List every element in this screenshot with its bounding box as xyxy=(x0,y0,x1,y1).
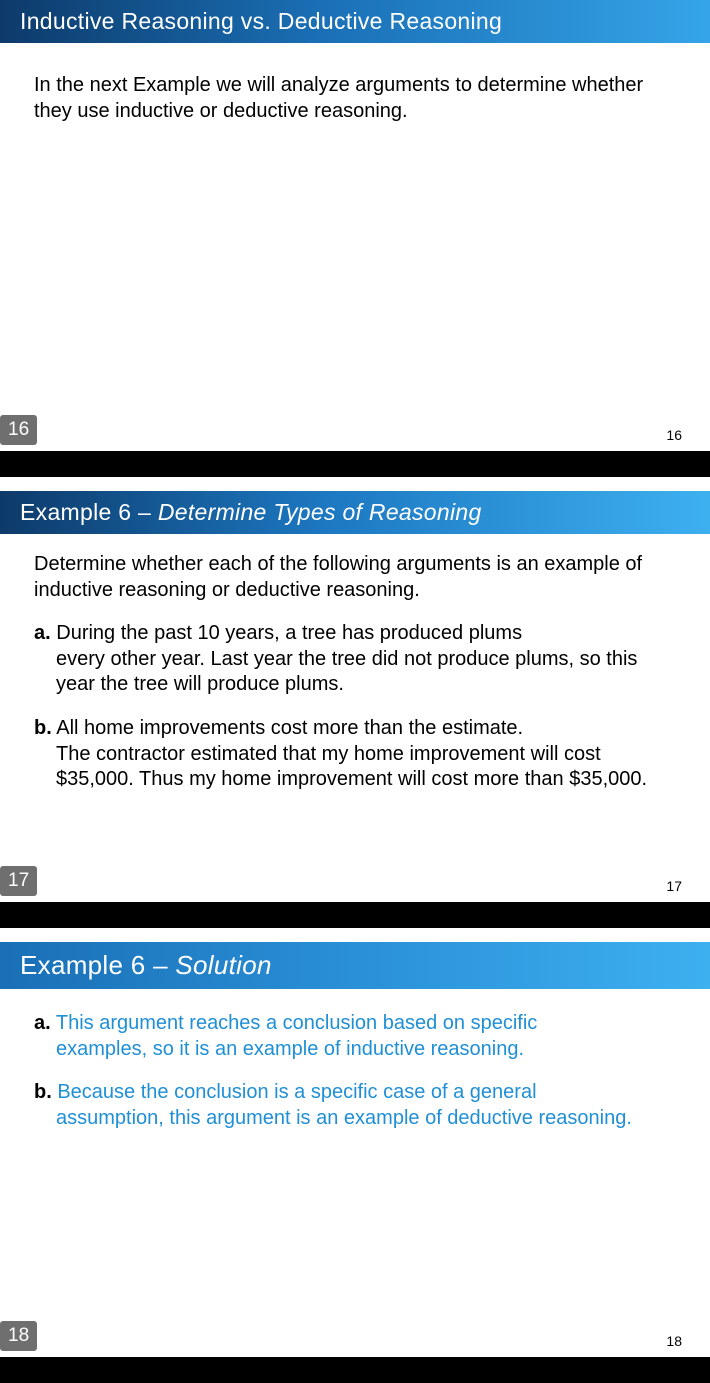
slide-17: Example 6 – Determine Types of Reasoning… xyxy=(0,491,710,902)
item-b: b. Because the conclusion is a specific … xyxy=(34,1080,680,1131)
header-italic: Determine Types of Reasoning xyxy=(158,499,482,525)
page-number: 18 xyxy=(666,1333,682,1349)
page-number: 16 xyxy=(666,427,682,443)
intro-text: Determine whether each of the following … xyxy=(34,552,680,603)
spacer xyxy=(34,61,680,73)
slide-body: In the next Example we will analyze argu… xyxy=(0,43,710,403)
item-b-label: b. xyxy=(34,1081,52,1103)
item-a-rest: every other year. Last year the tree did… xyxy=(34,647,680,698)
slide-divider xyxy=(0,1357,710,1383)
header-italic: Solution xyxy=(175,950,271,980)
slide-badge: 16 xyxy=(0,415,37,445)
slide-body: a. This argument reaches a conclusion ba… xyxy=(0,989,710,1309)
item-a: a. During the past 10 years, a tree has … xyxy=(34,621,680,698)
page-number: 17 xyxy=(666,878,682,894)
header-prefix: Example 6 – xyxy=(20,950,175,980)
item-a-label: a. xyxy=(34,622,51,644)
item-b-rest: The contractor estimated that my home im… xyxy=(34,742,680,793)
slide-footer: 16 16 xyxy=(0,403,710,451)
slide-18: Example 6 – Solution a. This argument re… xyxy=(0,942,710,1357)
slide-badge: 18 xyxy=(0,1321,37,1351)
slide-badge: 17 xyxy=(0,866,37,896)
slide-header: Example 6 – Determine Types of Reasoning xyxy=(0,491,710,534)
header-title: Inductive Reasoning vs. Deductive Reason… xyxy=(20,8,502,34)
slide-divider xyxy=(0,902,710,928)
item-b-rest: assumption, this argument is an example … xyxy=(34,1106,680,1132)
slide-body: Determine whether each of the following … xyxy=(0,534,710,854)
slide-16: Inductive Reasoning vs. Deductive Reason… xyxy=(0,0,710,451)
slide-divider xyxy=(0,451,710,477)
item-b-line1: All home improvements cost more than the… xyxy=(56,717,523,739)
body-text: In the next Example we will analyze argu… xyxy=(34,73,680,124)
item-a-rest: examples, so it is an example of inducti… xyxy=(34,1037,680,1063)
item-b-line1: Because the conclusion is a specific cas… xyxy=(57,1081,536,1103)
slide-footer: 18 18 xyxy=(0,1309,710,1357)
item-b: b. All home improvements cost more than … xyxy=(34,716,680,793)
header-prefix: Example 6 – xyxy=(20,499,158,525)
spacer xyxy=(0,928,710,942)
slide-header: Inductive Reasoning vs. Deductive Reason… xyxy=(0,0,710,43)
item-a-line1: This argument reaches a conclusion based… xyxy=(56,1012,537,1034)
slide-footer: 17 17 xyxy=(0,854,710,902)
item-b-label: b. xyxy=(34,717,52,739)
spacer xyxy=(0,477,710,491)
item-a: a. This argument reaches a conclusion ba… xyxy=(34,1011,680,1062)
item-a-label: a. xyxy=(34,1012,51,1034)
slide-header: Example 6 – Solution xyxy=(0,942,710,989)
item-a-line1: During the past 10 years, a tree has pro… xyxy=(56,622,522,644)
